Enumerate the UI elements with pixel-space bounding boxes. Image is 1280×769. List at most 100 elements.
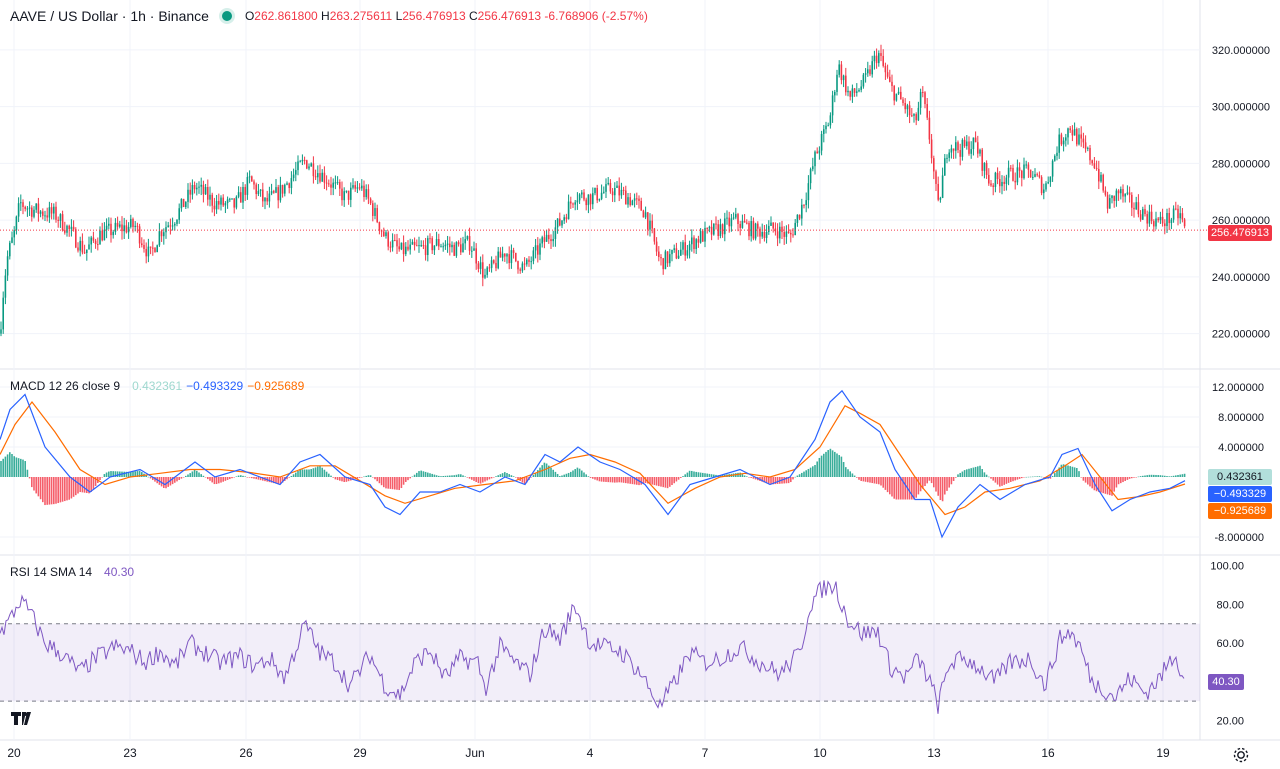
candle-body	[748, 222, 750, 237]
candle-body	[149, 246, 152, 248]
rsi-label[interactable]: RSI 14 SMA 14	[10, 565, 93, 579]
x-tick-label: 19	[1156, 746, 1170, 760]
macd-histogram-bar	[526, 477, 528, 483]
macd-histogram-bar	[317, 466, 319, 477]
macd-histogram-bar	[669, 477, 671, 487]
macd-histogram-bar	[616, 477, 618, 483]
macd-histogram-bar	[182, 477, 185, 478]
candle-body	[739, 223, 741, 228]
macd-histogram-bar	[466, 477, 469, 478]
macd-histogram-bar	[383, 477, 385, 488]
macd-histogram-bar	[193, 469, 196, 477]
macd-histogram-bar	[539, 467, 541, 477]
tradingview-logo-icon[interactable]	[10, 710, 36, 731]
macd-histogram-bar	[1126, 477, 1129, 480]
macd-histogram-bar	[741, 474, 744, 477]
candle-body	[457, 242, 460, 245]
macd-histogram-bar	[220, 477, 222, 483]
candle-body	[365, 189, 367, 198]
macd-histogram-bar	[1117, 477, 1120, 485]
candle-body	[653, 228, 656, 242]
macd-histogram-bar	[900, 477, 902, 500]
candle-body	[405, 246, 407, 255]
macd-histogram-bar	[455, 474, 458, 477]
symbol-title[interactable]: AAVE / US Dollar · 1h · Binance	[10, 8, 209, 24]
macd-histogram-bar	[130, 471, 132, 477]
macd-histogram-bar	[345, 477, 348, 482]
macd-histogram-bar	[259, 477, 262, 481]
macd-histogram-bar	[768, 477, 770, 485]
candle-body	[1054, 155, 1056, 161]
macd-histogram-bar	[792, 477, 794, 480]
macd-histogram-bar	[191, 471, 194, 477]
candle-body	[572, 203, 574, 205]
macd-histogram-bar	[554, 471, 557, 477]
macd-histogram-bar	[279, 477, 282, 485]
candle-body	[963, 139, 966, 147]
macd-histogram-bar	[453, 475, 455, 477]
macd-histogram-bar	[600, 477, 603, 482]
macd-histogram-bar	[200, 474, 202, 477]
macd-histogram-bar	[462, 475, 464, 477]
candle-body	[460, 244, 462, 253]
candle-body	[55, 206, 57, 220]
candle-body	[647, 212, 649, 230]
candle-body	[1060, 134, 1063, 145]
candle-body	[600, 192, 603, 199]
macd-histogram-bar	[1104, 477, 1107, 494]
candle-body	[176, 219, 178, 224]
candle-body	[433, 245, 436, 251]
macd-histogram-bar	[468, 477, 471, 479]
candle-body	[697, 239, 700, 243]
candle-body	[383, 231, 385, 237]
macd-histogram-bar	[431, 473, 433, 477]
candle-body	[614, 187, 616, 196]
macd-histogram-bar	[299, 469, 301, 477]
macd-histogram-bar	[642, 477, 645, 484]
macd-histogram-bar	[154, 477, 156, 482]
macd-histogram-bar	[809, 467, 812, 477]
macd-label[interactable]: MACD 12 26 close 9	[10, 379, 121, 393]
macd-histogram-bar	[482, 477, 484, 483]
macd-histogram-bar	[407, 477, 409, 481]
gear-icon[interactable]	[1232, 746, 1250, 769]
candle-body	[559, 218, 561, 226]
macd-histogram-bar	[1161, 475, 1164, 477]
candle-body	[655, 241, 658, 252]
macd-histogram-bar	[213, 477, 216, 485]
macd-histogram-bar	[614, 477, 616, 483]
macd-histogram-bar	[882, 477, 884, 488]
candle-body	[1161, 216, 1164, 224]
macd-histogram-bar	[823, 453, 825, 477]
macd-histogram-bar	[275, 477, 277, 484]
rsi-y-tick-label: 80.00	[1216, 599, 1244, 611]
macd-histogram-bar	[231, 477, 233, 479]
candle-body	[1023, 164, 1025, 179]
candle-body	[1153, 221, 1155, 227]
macd-histogram-bar	[842, 462, 845, 477]
macd-histogram-bar	[290, 475, 293, 477]
macd-histogram-bar	[147, 476, 150, 478]
candle-body	[248, 176, 251, 178]
candle-body	[594, 187, 596, 194]
candle-body	[13, 230, 15, 238]
macd-histogram-bar	[1051, 475, 1054, 477]
candle-body	[220, 197, 222, 205]
candle-body	[682, 242, 684, 250]
candle-body	[831, 95, 834, 116]
macd-histogram-bar	[818, 457, 821, 477]
macd-histogram-bar	[405, 477, 407, 482]
macd-legend: MACD 12 26 close 9 0.432361 −0.493329 −0…	[10, 379, 304, 393]
macd-histogram-bar	[933, 477, 935, 488]
candle-body	[638, 198, 640, 201]
candle-body	[1003, 181, 1005, 184]
macd-histogram-bar	[286, 477, 288, 480]
candle-body	[504, 253, 506, 257]
candle-body	[479, 262, 482, 269]
candle-body	[130, 218, 132, 227]
macd-histogram-bar	[242, 475, 244, 477]
macd-histogram-bar	[512, 476, 515, 477]
macd-histogram-bar	[1144, 475, 1146, 477]
candle-body	[1067, 128, 1069, 138]
